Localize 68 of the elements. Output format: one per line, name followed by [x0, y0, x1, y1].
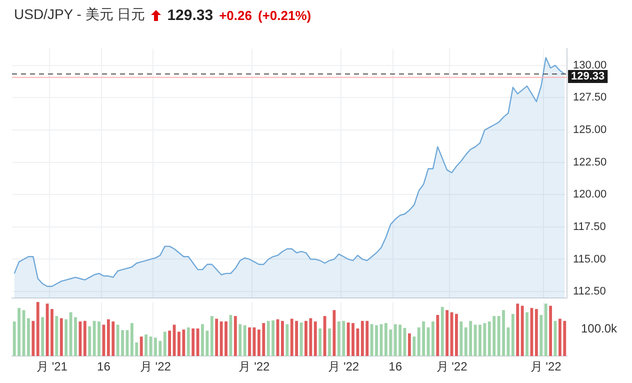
x-tick-label: 月 '22	[436, 360, 468, 374]
bar	[286, 324, 289, 356]
bar	[520, 306, 524, 356]
x-tick-label: 月 '22	[328, 360, 360, 374]
x-tick-label: 月 '21	[36, 360, 68, 374]
bar	[460, 321, 463, 356]
bar	[234, 316, 237, 356]
x-tick-label: 月 '22	[530, 360, 562, 374]
bar	[215, 318, 218, 356]
bar	[516, 304, 520, 356]
x-tick-label: 月 '22	[238, 360, 270, 374]
bar	[534, 309, 538, 356]
bar	[55, 316, 58, 356]
text: 100.0k	[581, 321, 618, 336]
y-tick-label: 130.00	[573, 59, 607, 72]
x-tick-label: 月 '22	[140, 360, 172, 374]
bar	[140, 336, 143, 356]
x-tick-label: 16	[388, 360, 402, 374]
bar	[186, 327, 190, 356]
bar	[544, 304, 548, 356]
bar	[88, 326, 92, 356]
text: (+0.21%)	[258, 8, 312, 22]
bar	[78, 321, 82, 356]
bar	[168, 330, 172, 356]
bar	[440, 306, 444, 356]
bar	[511, 314, 514, 356]
bar	[243, 325, 246, 356]
bar	[549, 306, 552, 356]
bar	[64, 319, 68, 356]
bar	[455, 314, 458, 356]
x-tick-label: 16	[97, 360, 111, 374]
bar	[446, 310, 449, 356]
bar	[314, 321, 317, 356]
ref-line-label: 129.33	[571, 70, 605, 83]
bar	[50, 309, 54, 356]
bar	[436, 314, 440, 356]
text: +0.26	[219, 8, 252, 22]
bar	[36, 302, 40, 356]
bar	[318, 328, 322, 356]
bar	[163, 332, 166, 356]
bar	[332, 310, 336, 356]
y-tick-label: 127.50	[573, 92, 607, 104]
bar	[83, 320, 86, 356]
bar	[248, 327, 251, 356]
y-tick-label: 115.00	[573, 253, 606, 266]
bar	[431, 321, 434, 356]
bar	[210, 316, 214, 356]
bar	[412, 336, 416, 356]
bar	[32, 320, 35, 356]
bar	[229, 314, 232, 356]
bar	[144, 334, 148, 356]
y-tick-label: 112.50	[573, 286, 606, 298]
text: 129.33	[167, 6, 214, 24]
y-tick-label: 120.00	[573, 188, 607, 201]
bar	[60, 318, 63, 356]
y-tick-label: 117.50	[573, 220, 606, 233]
y-tick-label: 125.00	[573, 124, 607, 136]
bar	[280, 320, 284, 356]
chart-title: USD/JPY - 美元 日元	[14, 6, 146, 24]
y-tick-label: 122.50	[573, 156, 607, 168]
bar	[27, 318, 30, 356]
bar	[41, 317, 44, 356]
bar	[192, 328, 195, 356]
bar	[540, 314, 543, 356]
bar	[238, 324, 242, 356]
bar	[408, 333, 411, 356]
bar	[526, 312, 528, 356]
bar	[328, 328, 331, 356]
